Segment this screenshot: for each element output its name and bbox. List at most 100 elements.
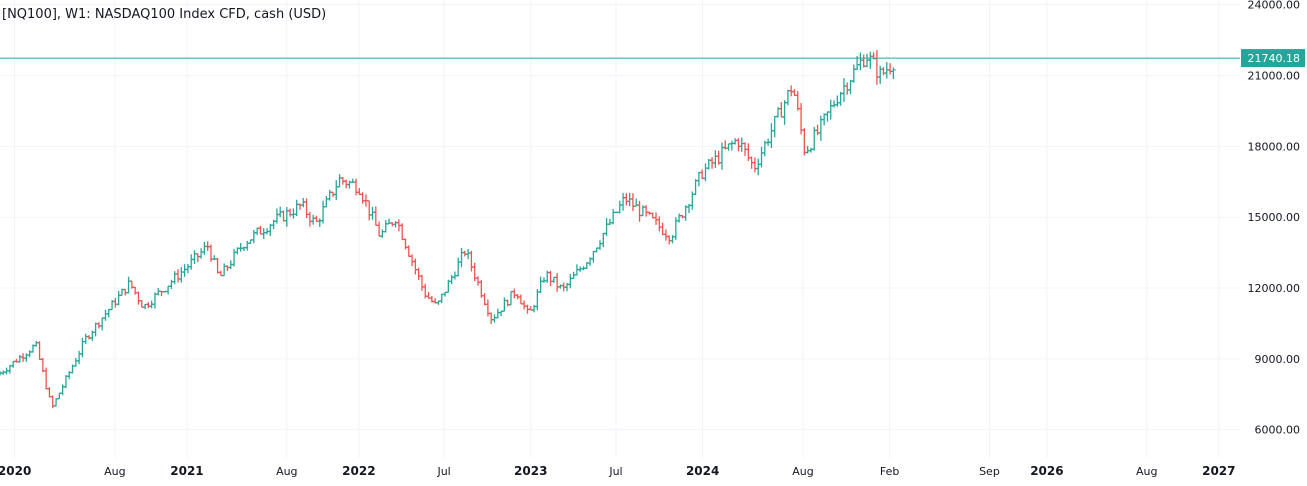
ohlc-bar [297, 203, 303, 210]
ohlc-bar [76, 350, 82, 365]
ohlc-bar [439, 293, 444, 303]
ohlc-bar [663, 229, 669, 241]
ohlc-bar [848, 79, 853, 95]
ohlc-bar [86, 335, 92, 340]
ohlc-bar [696, 171, 702, 187]
x-tick-label: 2021 [170, 464, 203, 478]
ohlc-bar [769, 123, 774, 149]
ohlc-bar [660, 222, 665, 236]
ohlc-bar [456, 257, 461, 277]
y-axis[interactable]: 6000.00 9000.00 12000.00 15000.00 18000.00 21… [1241, 0, 1305, 437]
ohlc-bar [805, 145, 810, 154]
ohlc-bar [643, 205, 649, 217]
ohlc-bar [304, 198, 309, 219]
ohlc-bar [406, 245, 411, 257]
ohlc-bar [343, 179, 349, 189]
ohlc-bar [106, 308, 111, 318]
ohlc-bar [739, 137, 744, 152]
x-tick-label: 2020 [0, 464, 31, 478]
ohlc-bar [261, 228, 266, 240]
ohlc-bar [831, 100, 837, 108]
y-tick-label: 21000.00 [1248, 70, 1301, 83]
ohlc-bar [37, 341, 42, 360]
ohlc-bar [231, 248, 237, 267]
ohlc-bar [189, 254, 194, 270]
x-tick-label: 2022 [342, 464, 375, 478]
ohlc-bar [179, 267, 184, 283]
ohlc-bar [310, 214, 316, 225]
ohlc-bar [891, 67, 896, 80]
ohlc-bar [34, 340, 39, 347]
ohlc-bar [383, 220, 388, 233]
ohlc-bar [63, 375, 69, 389]
ohlc-bar [73, 358, 79, 367]
ohlc-bar [465, 249, 471, 260]
ohlc-bar [617, 200, 622, 214]
ohlc-bar [482, 293, 487, 306]
ohlc-bar [53, 398, 59, 407]
ohlc-bar [495, 308, 500, 319]
ohlc-bar [185, 264, 191, 274]
x-tick-label: Feb [880, 465, 899, 478]
ohlc-bar [620, 192, 626, 211]
ohlc-bar [113, 298, 118, 308]
ohlc-bar [136, 291, 141, 305]
ohlc-bar [703, 163, 708, 182]
ohlc-bar [479, 280, 484, 298]
ohlc-bar [729, 140, 735, 151]
ohlc-bar [202, 241, 207, 255]
ohlc-bar [512, 288, 517, 299]
x-tick-label: 2026 [1030, 464, 1063, 478]
ohlc-bar [475, 276, 481, 286]
ohlc-bar [380, 229, 385, 238]
ohlc-bar [752, 157, 758, 173]
ohlc-bar [732, 138, 738, 145]
ohlc-bar [459, 247, 464, 268]
ohlc-bar [258, 225, 263, 235]
x-axis[interactable]: 2020 Aug 2021 Aug 2022 Jul 2023 Jul 2024 Aug Feb Se… [0, 464, 1236, 478]
y-tick-label: 18000.00 [1248, 140, 1301, 153]
ohlc-bar [334, 180, 339, 201]
y-tick-label: 9000.00 [1255, 353, 1301, 366]
ohlc-bar [99, 317, 105, 331]
ohlc-bar [541, 277, 547, 283]
x-tick-label: Aug [792, 465, 813, 478]
ohlc-bar [307, 211, 313, 227]
ohlc-bar [195, 253, 200, 263]
ohlc-bar [782, 100, 787, 125]
ohlc-bar [287, 208, 293, 217]
ohlc-bar [221, 263, 227, 277]
ohlc-bar [851, 64, 857, 83]
ohlc-bar [294, 199, 299, 217]
ohlc-bar [498, 310, 504, 317]
ohlc-bar [713, 150, 718, 169]
x-tick-label: Aug [104, 465, 125, 478]
ohlc-bar [172, 271, 177, 284]
current-price-label: 21740.18 [1248, 52, 1301, 65]
ohlc-bar [370, 206, 375, 220]
ohlc-bar [508, 290, 514, 306]
y-tick-label: 15000.00 [1248, 211, 1301, 224]
y-tick-label: 6000.00 [1255, 424, 1301, 437]
ohlc-bar [785, 89, 791, 106]
ohlc-bar [736, 138, 741, 152]
ohlc-bar [779, 102, 784, 118]
ohlc-bar [845, 82, 850, 95]
x-tick-label: 2023 [514, 464, 547, 478]
ohlc-bar [591, 250, 596, 263]
x-tick-label: Jul [436, 465, 450, 478]
ohlc-bar [828, 99, 833, 120]
ohlc-bar [245, 240, 250, 251]
ohlc-bar [47, 387, 52, 398]
ohlc-bar [887, 63, 893, 75]
ohlc-bar [808, 147, 814, 153]
ohlc-bar [667, 235, 672, 245]
ohlc-bar [759, 146, 764, 168]
ohlc-bar [502, 297, 507, 312]
ohlc-bar [554, 272, 560, 292]
ohlc-bar [399, 223, 405, 241]
ohlc-bar [409, 254, 415, 267]
ohlc-bar [601, 232, 606, 248]
